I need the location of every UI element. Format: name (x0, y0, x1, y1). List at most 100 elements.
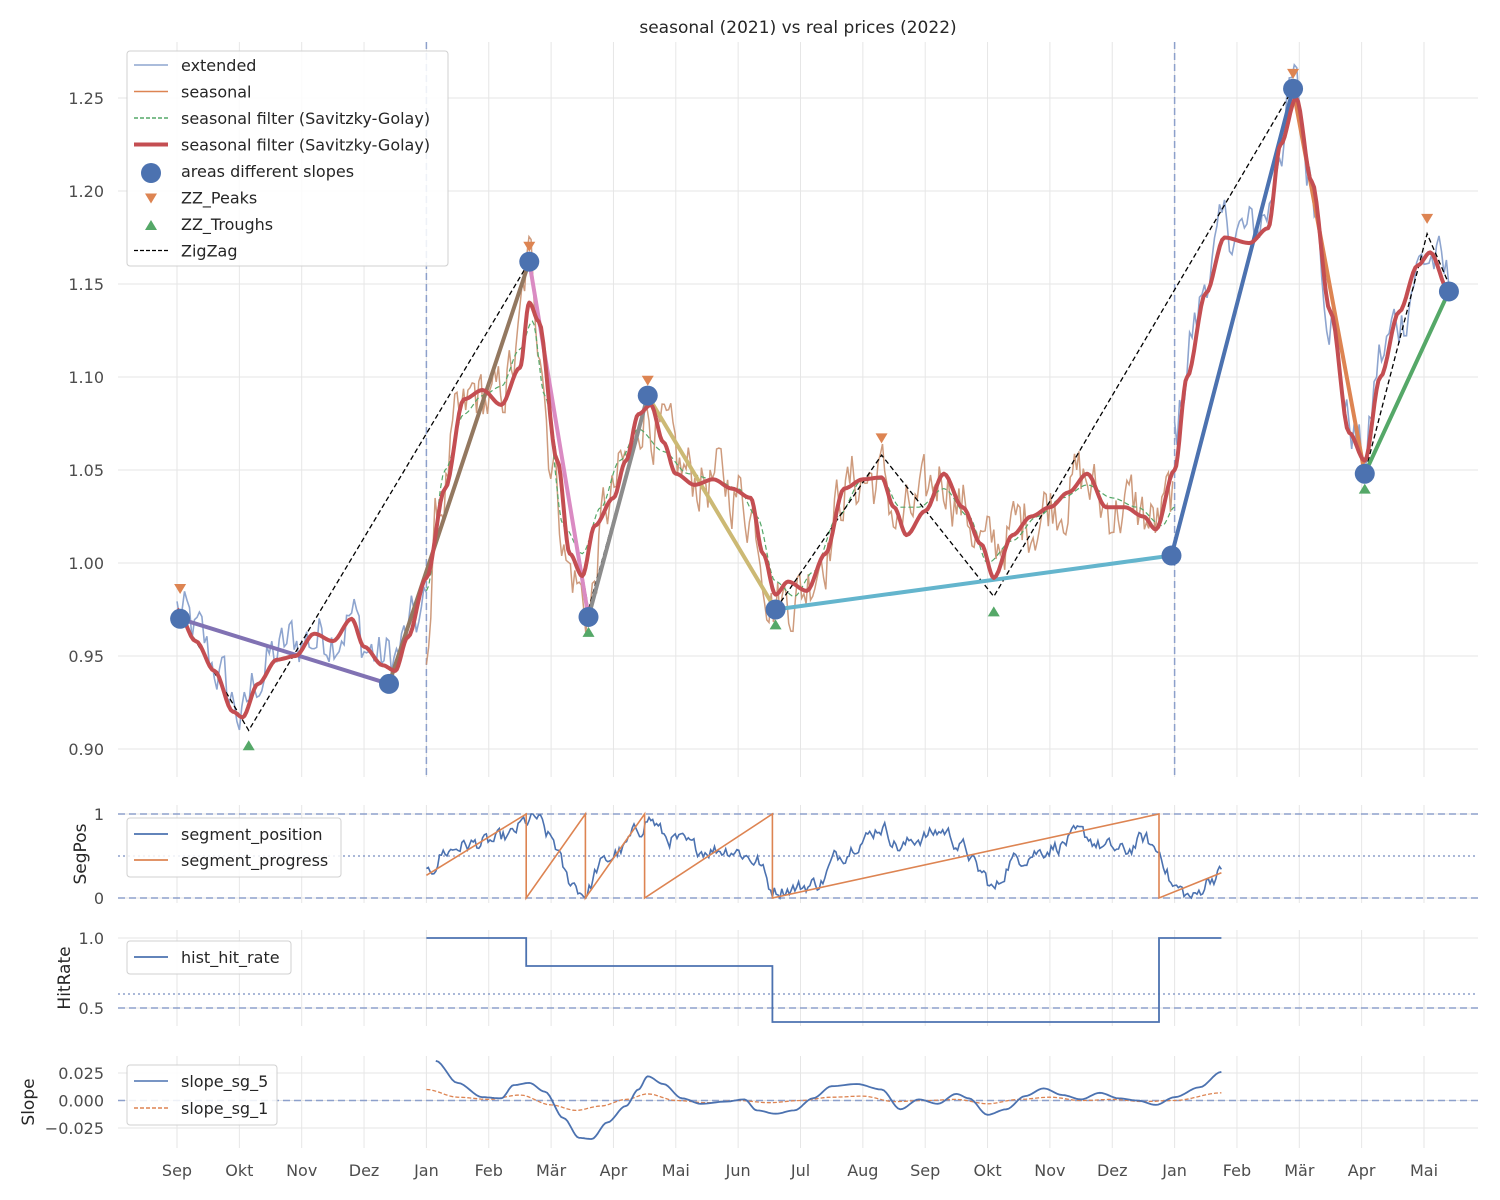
x-tick-label: Mai (1410, 1161, 1438, 1180)
legend-label: seasonal (181, 83, 252, 102)
zz-trough-marker (582, 626, 595, 637)
x-tick-label: Apr (1348, 1161, 1376, 1180)
area-point (578, 606, 599, 627)
chart-title: seasonal (2021) vs real prices (2022) (639, 18, 956, 38)
main-legend (126, 50, 449, 267)
slope-sg-1-line (426, 1088, 1222, 1112)
main-y-tick-label: 1.25 (68, 89, 104, 108)
legend-label: areas different slopes (181, 162, 354, 181)
legend-label: ZZ_Troughs (181, 215, 273, 235)
zigzag-line (176, 86, 1450, 732)
hitrate-y-tick-label: 0.5 (79, 999, 104, 1018)
legend-swatch (141, 163, 161, 183)
x-tick-label: Mai (662, 1161, 690, 1180)
x-tick-label: Sep (162, 1161, 192, 1180)
seasonal-filter-thick-line (175, 96, 1451, 720)
main-y-tick-label: 0.90 (68, 740, 104, 759)
x-tick-label: Feb (475, 1161, 503, 1180)
legend-label: segment_position (181, 825, 323, 845)
legend-label: slope_sg_1 (181, 1099, 268, 1119)
main-y-tick-label: 1.00 (68, 554, 104, 573)
x-tick-label: Aug (847, 1161, 878, 1180)
zz-peak-marker (875, 433, 888, 444)
x-tick-label: Nov (286, 1161, 317, 1180)
main-y-tick-label: 1.20 (68, 182, 104, 201)
x-axis-month-labels: Sep Okt Nov Dez Jan Feb Mär Apr Mai Jun Jul Aug Sep O… (162, 1161, 1438, 1180)
main-y-tick-label: 1.05 (68, 461, 104, 480)
slope-segment (1169, 86, 1296, 558)
zz-trough-marker (1358, 483, 1371, 494)
slope-y-tick-label: 0.025 (58, 1064, 104, 1083)
x-tick-label: Apr (600, 1161, 628, 1180)
hitrate-y-axis-label: HitRate (55, 946, 75, 1009)
x-tick-label: Jul (790, 1161, 810, 1180)
area-point (1354, 463, 1375, 484)
x-tick-label: Feb (1223, 1161, 1251, 1180)
hist-hit-rate-line (426, 937, 1222, 1023)
segpos-y-tick-label: 0 (94, 889, 104, 908)
segpos-legend (126, 817, 342, 878)
area-point (519, 251, 540, 272)
segment-progress-line (425, 811, 1222, 901)
main-y-tick-label: 1.10 (68, 368, 104, 387)
main-y-tick-label: 1.15 (68, 275, 104, 294)
slope-y-tick-label: 0.000 (58, 1092, 104, 1111)
zz-peak-marker (523, 241, 536, 252)
slope-segment (586, 393, 650, 619)
slope-y-axis-label: Slope (19, 1078, 39, 1125)
x-tick-label: Mär (536, 1161, 567, 1180)
area-point (1438, 281, 1459, 302)
main-y-tick-label: 0.95 (68, 647, 104, 666)
zz-peak-marker (641, 375, 654, 386)
slope-segment (178, 616, 391, 686)
slope-chart: 0.025 0.000 −0.025 Slope slope_sg_5 slope_sg_… (19, 1056, 1478, 1148)
zz-trough-marker (987, 606, 1000, 617)
x-tick-label: Okt (973, 1161, 1001, 1180)
hitrate-y-tick-label: 1.0 (79, 929, 104, 948)
zz-trough-marker (242, 740, 255, 751)
slope-sg-5-line (435, 1060, 1222, 1140)
legend-label: seasonal filter (Savitzky-Golay) (181, 136, 430, 155)
legend-label: ZZ_Peaks (181, 189, 257, 209)
zz-peak-marker (1287, 68, 1300, 79)
legend-label: ZigZag (181, 242, 237, 261)
slope-segment (1362, 289, 1451, 476)
x-tick-label: Okt (225, 1161, 253, 1180)
slope-y-tick-label: −0.025 (45, 1119, 104, 1138)
legend-label: slope_sg_5 (181, 1072, 268, 1092)
x-tick-label: Mär (1284, 1161, 1315, 1180)
zz-peak-marker (174, 584, 187, 595)
area-point (170, 608, 191, 629)
slope-segment (386, 259, 532, 686)
legend-swatch (145, 193, 157, 204)
x-tick-label: Dez (1097, 1161, 1128, 1180)
seasonal-filter-dashed-line (425, 320, 1175, 598)
area-point (765, 599, 786, 620)
segpos-y-axis-label: SegPos (71, 823, 91, 884)
area-point (637, 385, 658, 406)
legend-label: hist_hit_rate (181, 948, 280, 968)
segpos-y-tick-label: 1 (94, 805, 104, 824)
x-tick-label: Nov (1034, 1161, 1065, 1180)
area-point (1283, 78, 1304, 99)
legend-label: seasonal filter (Savitzky-Golay) (181, 109, 430, 128)
main-chart: 0.90 0.95 1.00 1.05 1.10 1.15 1.20 1.25 extended… (68, 42, 1478, 777)
x-tick-label: Dez (349, 1161, 380, 1180)
zz-peak-marker (1421, 213, 1434, 224)
slope-segment (773, 553, 1174, 612)
x-tick-label: Jan (1161, 1161, 1187, 1180)
x-tick-label: Jun (725, 1161, 751, 1180)
zz-trough-marker (769, 619, 782, 630)
legend-swatch (145, 220, 157, 230)
x-tick-label: Jan (413, 1161, 439, 1180)
hitrate-legend (126, 940, 292, 975)
slope-segment (645, 393, 778, 612)
area-point (378, 673, 399, 694)
slope-legend (126, 1064, 278, 1126)
legend-label: extended (181, 56, 256, 75)
area-point (1161, 545, 1182, 566)
legend-label: segment_progress (181, 851, 328, 871)
